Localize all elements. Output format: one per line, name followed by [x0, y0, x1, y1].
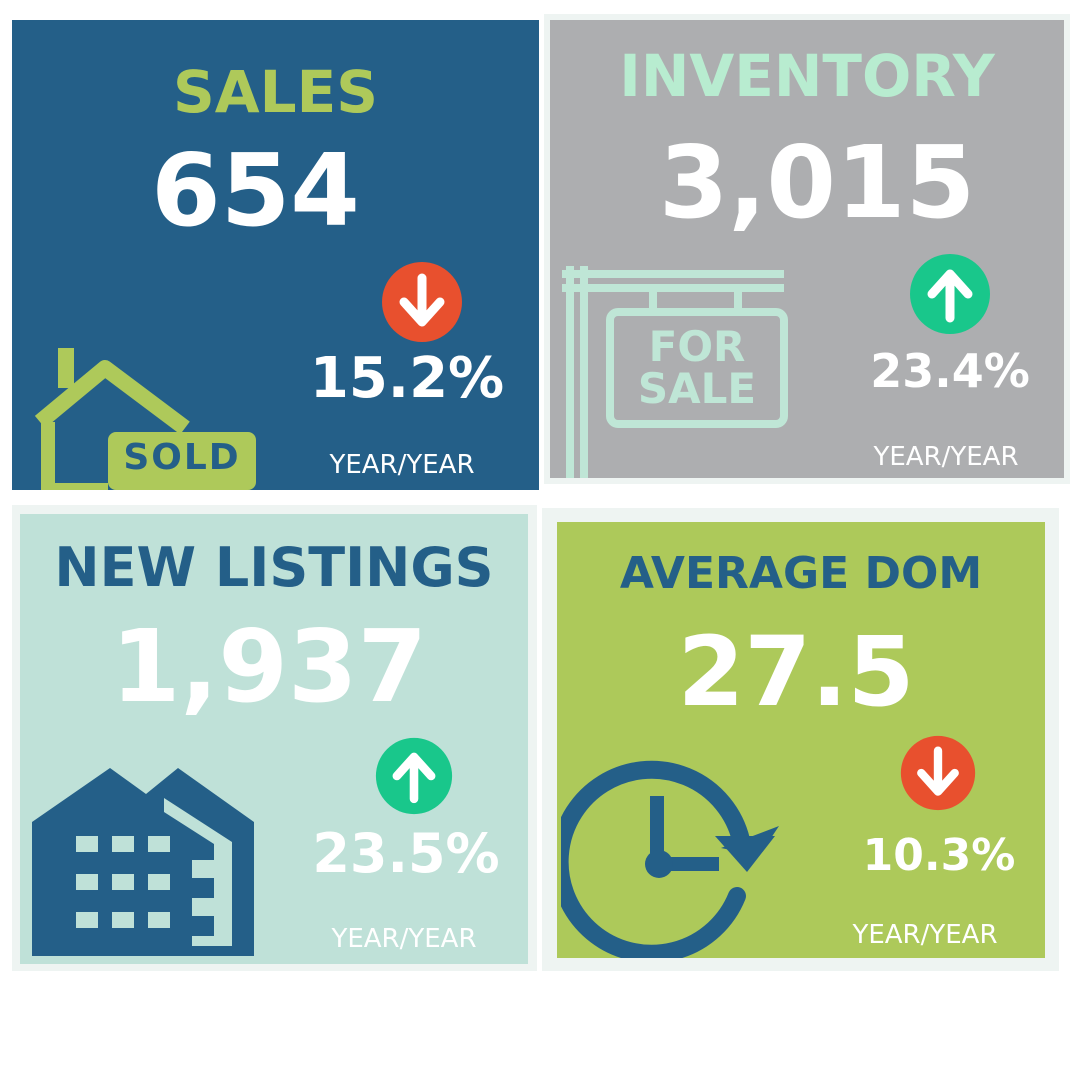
for-sale-line2: SALE: [637, 364, 757, 413]
inventory-change: 23.4%: [870, 344, 1030, 398]
clock-refresh-icon: [561, 760, 779, 958]
average-dom-value: 27.5: [677, 616, 915, 728]
new-listings-period: YEAR/YEAR: [331, 924, 477, 954]
new-listings-panel: NEW LISTINGS 1,937 23.5% YEAR/YEAR: [20, 514, 528, 964]
arrow-down-icon: [900, 735, 976, 811]
average-dom-change: 10.3%: [862, 830, 1016, 881]
inventory-value: 3,015: [658, 124, 976, 241]
inventory-panel: INVENTORY 3,015 23.4% YEAR/YEAR FOR SALE: [550, 20, 1064, 478]
average-dom-period: YEAR/YEAR: [852, 920, 998, 950]
house-sold-icon: [34, 348, 256, 490]
average-dom-panel: AVERAGE DOM 27.5 10.3% YEAR/YEAR: [557, 522, 1045, 958]
new-listings-value: 1,937: [110, 608, 428, 725]
inventory-period: YEAR/YEAR: [873, 442, 1019, 472]
sales-value: 654: [151, 132, 360, 249]
sales-panel: SALES 654 15.2% YEAR/YEAR SOLD: [12, 20, 539, 490]
new-listings-title: NEW LISTINGS: [54, 536, 494, 599]
arrow-up-icon: [910, 254, 990, 334]
buildings-icon: [32, 768, 254, 956]
average-dom-title: AVERAGE DOM: [619, 548, 983, 599]
arrow-down-icon: [382, 262, 462, 342]
new-listings-change: 23.5%: [312, 822, 500, 885]
sales-change: 15.2%: [309, 346, 505, 411]
sales-title: SALES: [172, 58, 378, 126]
for-sale-sign-icon: [562, 266, 788, 478]
for-sale-line1: FOR: [648, 322, 746, 371]
arrow-up-icon: [375, 737, 453, 815]
sales-period: YEAR/YEAR: [329, 450, 475, 480]
sold-sign-text: SOLD: [123, 437, 241, 478]
inventory-title: INVENTORY: [619, 42, 995, 110]
